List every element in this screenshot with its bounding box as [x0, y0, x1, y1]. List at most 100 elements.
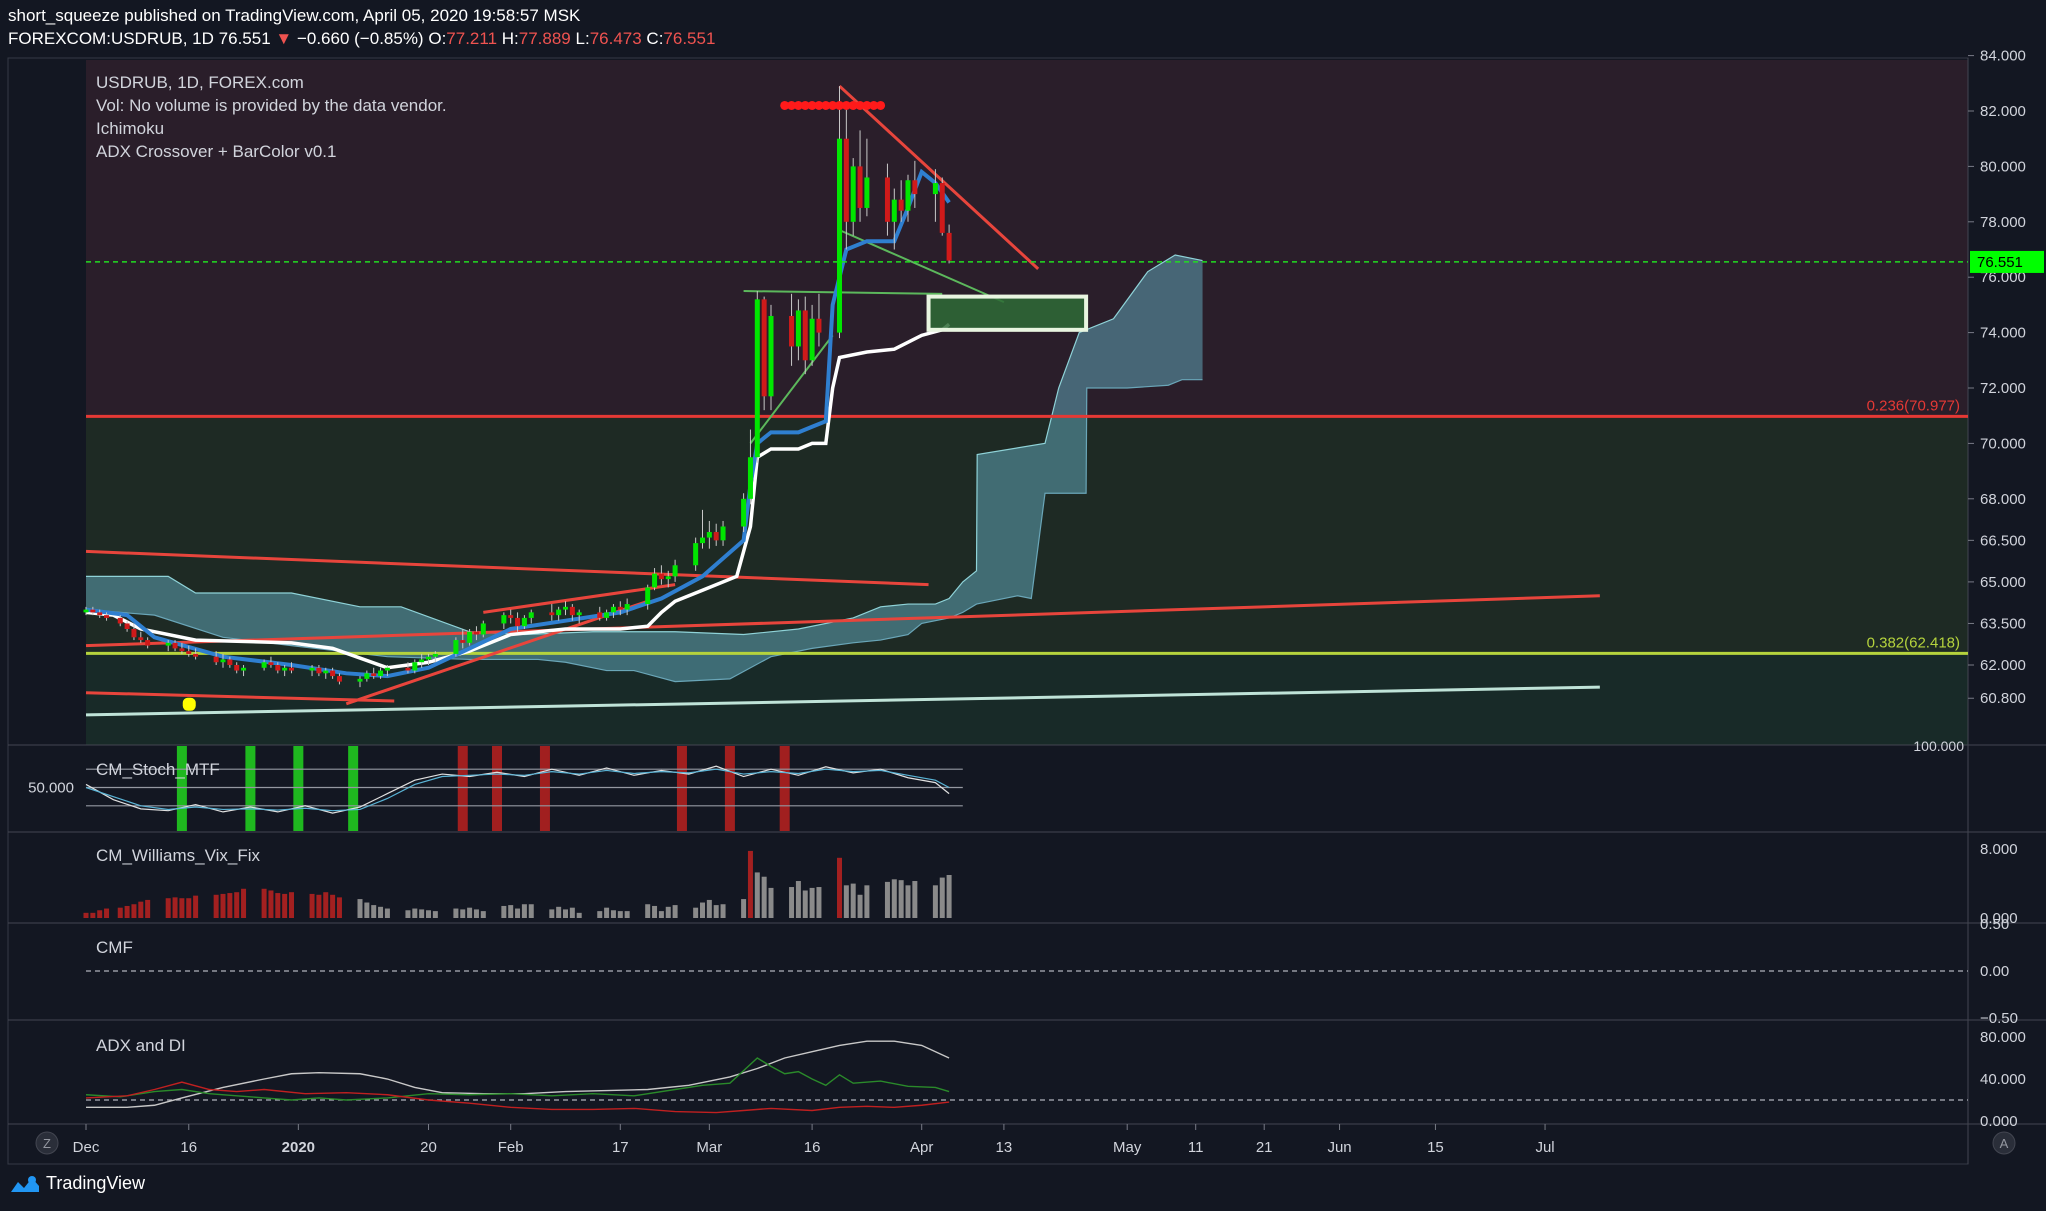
candle-body: [645, 587, 651, 605]
trend-line: [85, 549, 929, 587]
adx-tick-label: 40.000: [1980, 1071, 2026, 1088]
candle-body: [658, 573, 664, 580]
vix-bar: [837, 857, 842, 918]
stoch-pane-title[interactable]: CM_Stoch_MTF: [96, 760, 220, 779]
candle-body: [419, 659, 425, 663]
low-value: 76.473: [589, 29, 642, 48]
candle-body: [713, 532, 719, 541]
signal-dot: [780, 100, 790, 110]
legend-adx-crossover[interactable]: ADX Crossover + BarColor v0.1: [96, 142, 337, 161]
vix-bar: [658, 911, 664, 918]
candle-body: [802, 310, 808, 361]
vix-bar: [145, 899, 151, 918]
candle-body: [556, 609, 562, 616]
time-tick-label: 15: [1427, 1139, 1444, 1156]
tradingview-logo[interactable]: TradingView: [8, 1173, 145, 1195]
candle-body: [652, 573, 658, 588]
candle-body: [117, 617, 123, 624]
vix-bar: [432, 911, 438, 918]
time-tick-label: Jun: [1327, 1139, 1351, 1156]
candle-body: [480, 623, 486, 635]
candle-body: [384, 667, 390, 671]
candle-body: [138, 637, 144, 641]
vix-bar: [453, 908, 459, 918]
adx-line: [86, 1040, 950, 1109]
lower-zone: [86, 653, 1968, 745]
candle-body: [432, 653, 438, 657]
vix-bar: [521, 904, 527, 918]
candle-body: [912, 180, 918, 195]
candle-body: [741, 498, 747, 527]
vix-bar: [131, 904, 137, 918]
price-tick-label: 60.800: [1980, 690, 2026, 707]
vix-bar: [419, 909, 425, 918]
candle-body: [754, 299, 760, 458]
trend-line: [85, 691, 395, 703]
vix-bar: [316, 894, 322, 918]
candle-body: [323, 670, 329, 674]
cmf-pane-title[interactable]: CMF: [96, 938, 133, 957]
vix-bar: [179, 898, 185, 918]
stoch-sell-bar: [492, 746, 502, 831]
candle-body: [405, 667, 411, 671]
candle-body: [104, 615, 110, 618]
candle-body: [939, 183, 945, 233]
vix-bar: [700, 902, 705, 918]
vix-bar: [939, 877, 945, 918]
vix-bar: [97, 910, 103, 918]
vix-bar: [515, 908, 521, 918]
signal-dot: [800, 100, 810, 110]
vix-bar: [809, 887, 815, 918]
stoch-buy-bar: [245, 746, 256, 831]
vix-bar: [508, 905, 514, 918]
candle-body: [720, 526, 726, 541]
candle-body: [700, 537, 705, 544]
vix-bar: [795, 881, 801, 918]
vix-bar: [665, 906, 671, 918]
vix-bar: [138, 901, 144, 918]
candle-body: [761, 299, 767, 397]
stoch-sell-bar: [539, 746, 550, 831]
legend-ichimoku[interactable]: Ichimoku: [96, 119, 165, 138]
candle-body: [193, 653, 199, 657]
left-edge: [0, 58, 8, 1166]
stoch-sell-bar: [724, 746, 735, 831]
candle-body: [604, 612, 610, 618]
stoch-tick-label: 100.000: [1913, 738, 1964, 754]
vix-bar: [563, 909, 568, 918]
candle-body: [624, 604, 630, 610]
candle-body: [946, 232, 952, 261]
stoch-sell-bar: [676, 746, 687, 831]
candle-body: [789, 315, 795, 347]
candle-body: [241, 667, 247, 671]
adx-pane-title[interactable]: ADX and DI: [96, 1036, 186, 1055]
vix-bar: [617, 911, 623, 918]
vix-bar: [768, 887, 774, 918]
candle-body: [843, 138, 849, 222]
cloud-logo-icon: [8, 1173, 42, 1195]
candle-body: [227, 659, 233, 665]
candle-body: [816, 318, 822, 333]
vix-bar: [213, 894, 219, 918]
candle-body: [131, 628, 137, 638]
fib-382-label: 0.382(62.418): [1867, 634, 1960, 651]
vix-bar: [460, 909, 466, 918]
vix-bar: [275, 893, 281, 918]
symbol-label: FOREXCOM:USDRUB, 1D: [8, 29, 214, 48]
candle-body: [234, 665, 240, 671]
vix-bar: [124, 905, 130, 918]
symbol-ohlc-line: FOREXCOM:USDRUB, 1D 76.551 ▼ −0.660 (−0.…: [8, 29, 715, 49]
vix-pane-title[interactable]: CM_Williams_Vix_Fix: [96, 846, 261, 865]
vix-bar: [610, 910, 616, 918]
vix-bar: [905, 885, 911, 918]
price-tick-label: 78.000: [1980, 214, 2026, 231]
vix-bar: [357, 899, 363, 918]
candle-body: [617, 606, 623, 610]
candle-body: [364, 673, 370, 679]
candle-body: [172, 642, 178, 649]
vix-bar: [741, 899, 747, 918]
time-tick-label: Mar: [696, 1139, 722, 1156]
vix-bar: [467, 907, 473, 918]
vix-bar: [850, 883, 856, 918]
